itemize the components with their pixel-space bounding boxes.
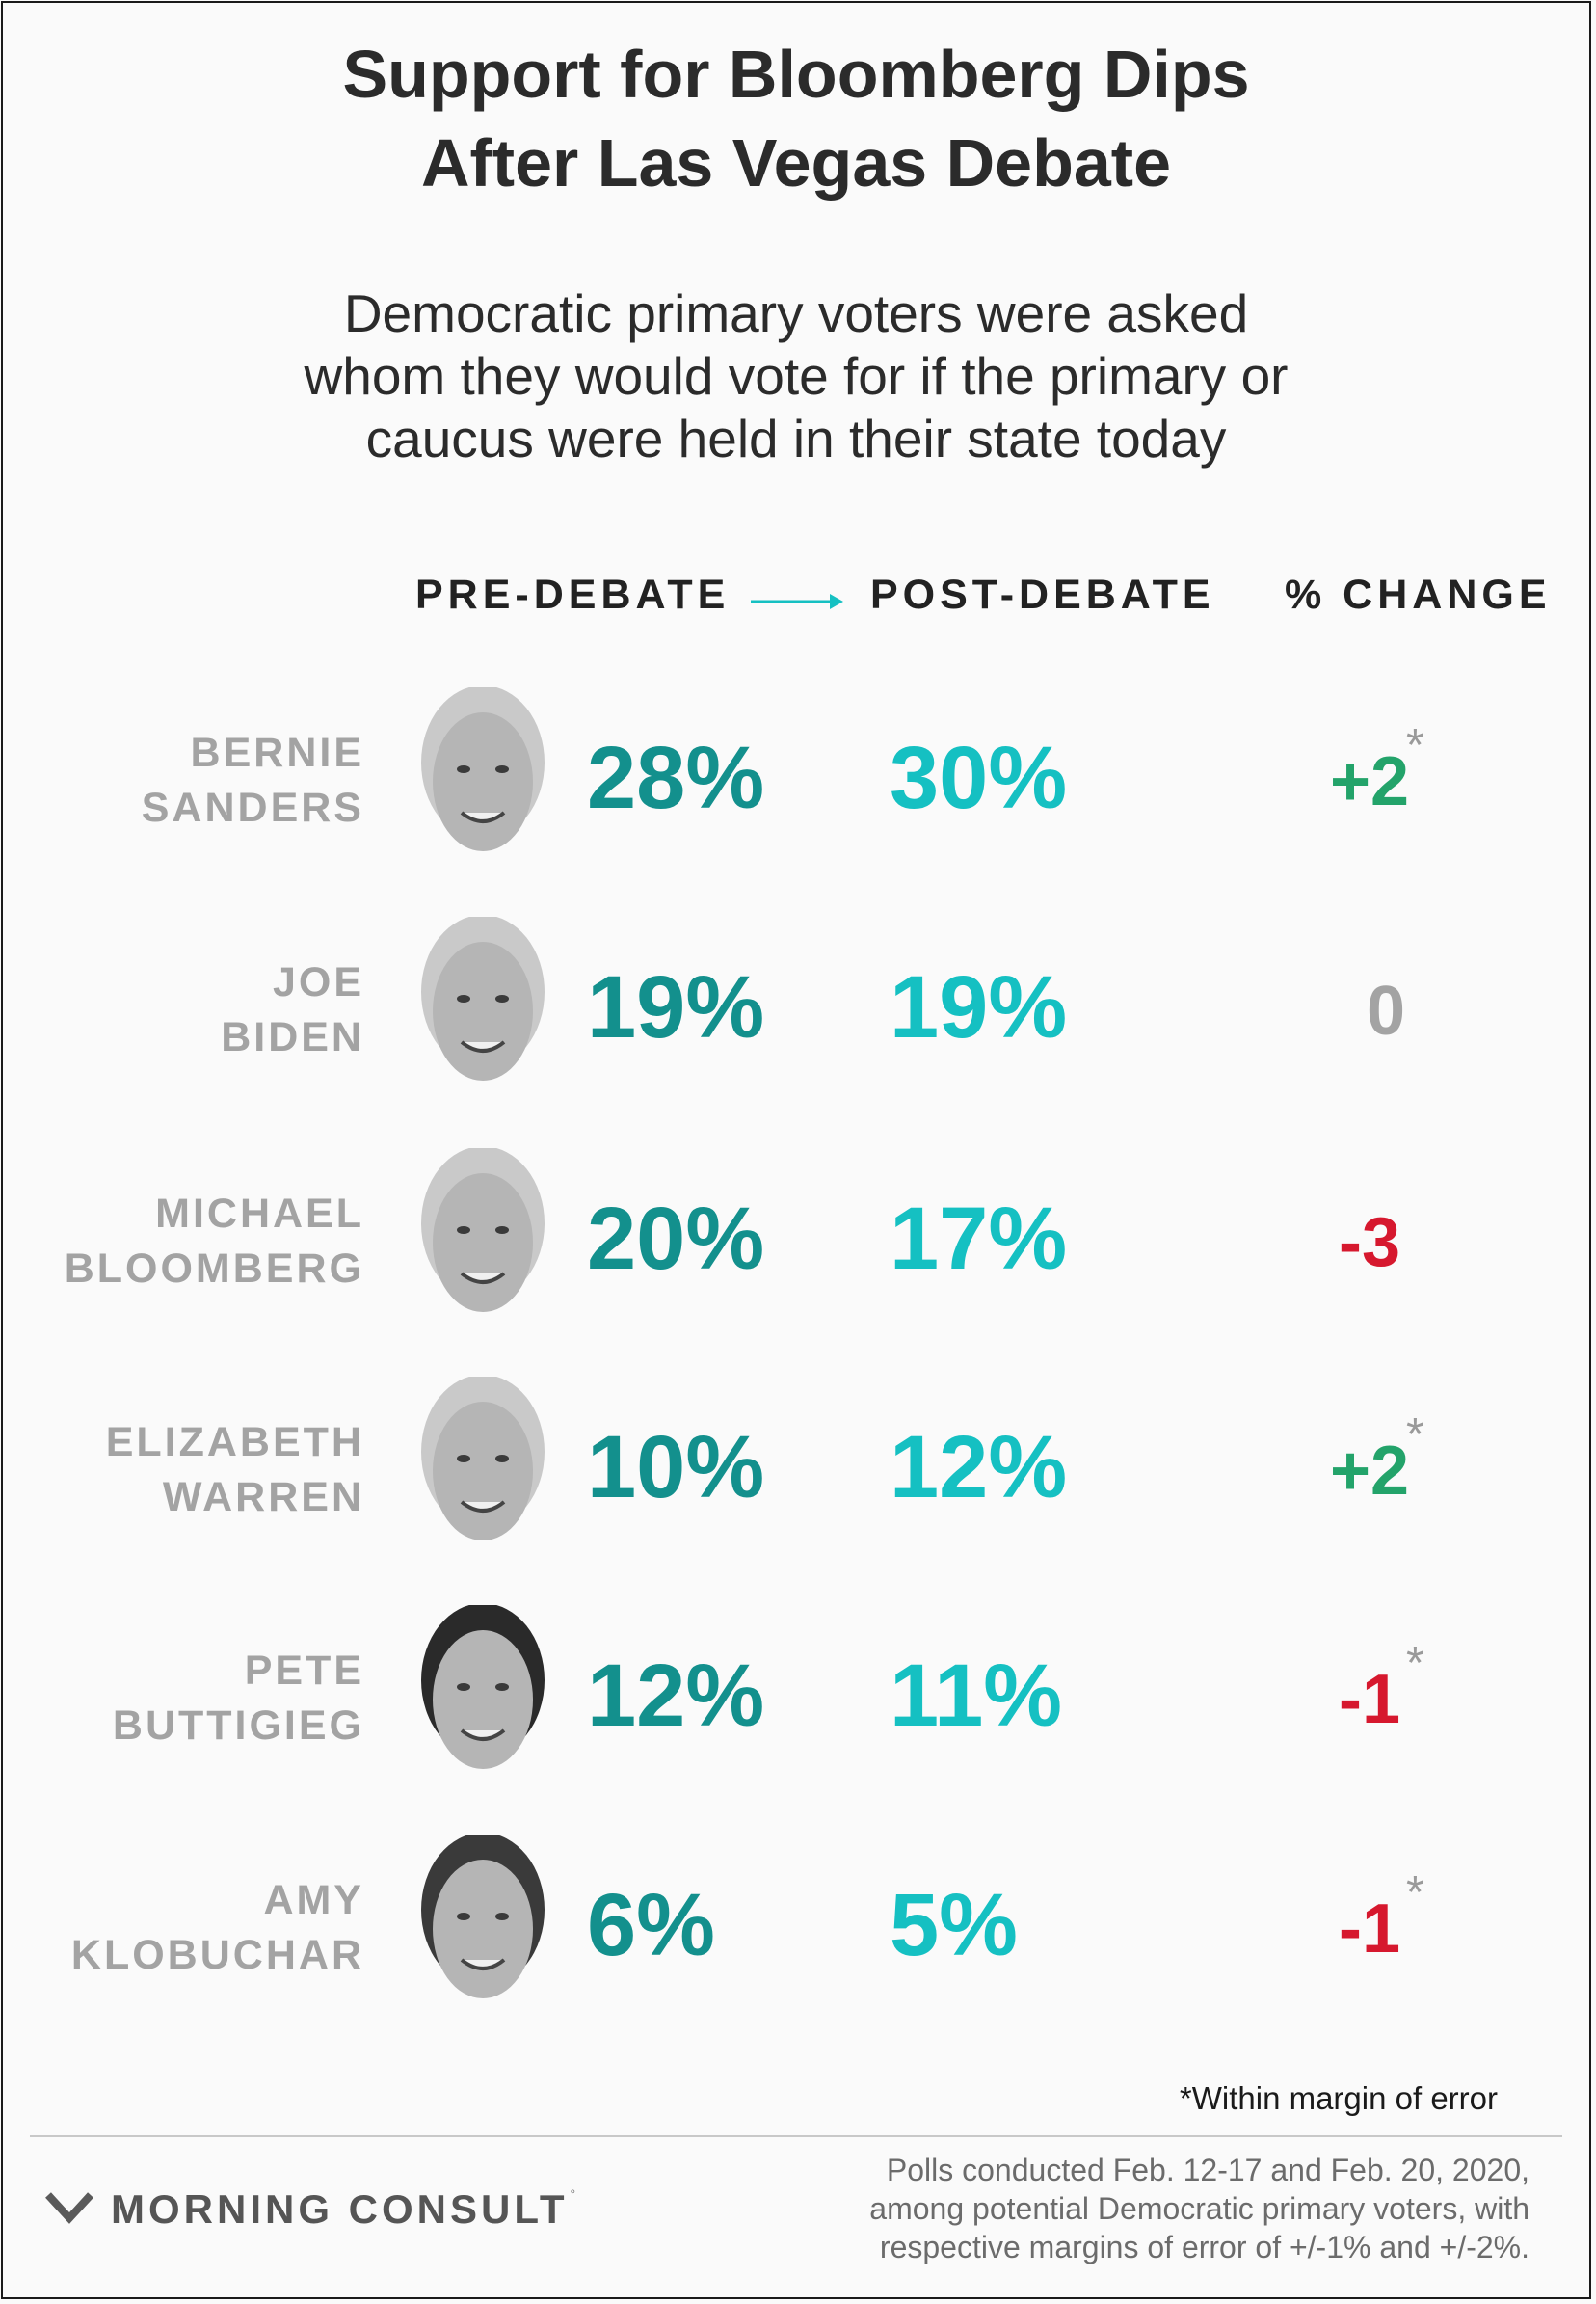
footer-divider (30, 2135, 1562, 2137)
morning-consult-logo: MORNING CONSULT ° (45, 2186, 575, 2233)
post-debate-value: 17% (890, 1190, 1068, 1288)
post-debate-value: 30% (890, 729, 1068, 827)
percent-change-value: -1 (1338, 1661, 1401, 1738)
percent-change-value: +2 (1329, 743, 1410, 820)
candidate-row: JOE BIDEN 19% 19% 0 (3, 917, 1593, 1090)
candidate-name: PETE BUTTIGIEG (113, 1644, 364, 1754)
source-line-2: among potential Democratic primary voter… (869, 2191, 1530, 2226)
pre-debate-value: 19% (587, 958, 765, 1057)
title-line-1: Support for Bloomberg Dips (342, 37, 1250, 112)
margin-of-error-marker: * (1406, 1638, 1424, 1689)
candidate-row: BERNIE SANDERS 28% 30% +2 * (3, 687, 1593, 861)
candidate-name-line: KLOBUCHAR (70, 1932, 364, 1978)
candidate-name-line: WARREN (162, 1474, 364, 1520)
candidate-portrait (421, 687, 545, 851)
subtitle-line-1: Democratic primary voters were asked (343, 283, 1249, 343)
candidate-name: JOE BIDEN (221, 955, 364, 1065)
candidate-portrait (421, 917, 545, 1081)
candidate-name-line: SANDERS (141, 785, 364, 831)
pre-debate-value: 10% (587, 1418, 765, 1516)
post-debate-value: 11% (890, 1647, 1063, 1745)
margin-of-error-marker: * (1406, 1409, 1424, 1460)
source-line-3: respective margins of error of +/-1% and… (879, 2230, 1530, 2264)
post-debate-value: 12% (890, 1418, 1068, 1516)
candidate-row: MICHAEL BLOOMBERG 20% 17% -3 (3, 1148, 1593, 1322)
header-percent-change: % CHANGE (1285, 572, 1552, 618)
candidate-row: PETE BUTTIGIEG 12% 11% -1 * (3, 1605, 1593, 1779)
percent-change-value: 0 (1366, 973, 1406, 1050)
footnote: *Within margin of error (1179, 2080, 1498, 2116)
candidate-name-line: BUTTIGIEG (112, 1702, 364, 1749)
candidate-name-line: BERNIE (190, 730, 364, 776)
candidate-portrait (421, 1148, 545, 1312)
page-title: Support for Bloomberg Dips After Las Veg… (3, 30, 1589, 207)
morning-consult-logo-icon (45, 2192, 93, 2224)
candidate-name-line: BIDEN (221, 1014, 364, 1060)
post-debate-value: 19% (890, 958, 1068, 1057)
candidate-name: AMY KLOBUCHAR (71, 1873, 364, 1983)
candidate-name-line: MICHAEL (155, 1191, 364, 1237)
source-line-1: Polls conducted Feb. 12-17 and Feb. 20, … (886, 2153, 1530, 2187)
candidate-portrait (421, 1605, 545, 1769)
title-line-2: After Las Vegas Debate (420, 125, 1172, 201)
pre-debate-value: 20% (587, 1190, 765, 1288)
percent-change-value: -3 (1338, 1204, 1401, 1281)
header-pre-debate: PRE-DEBATE (415, 572, 731, 618)
source-note: Polls conducted Feb. 12-17 and Feb. 20, … (869, 2151, 1530, 2266)
candidate-row: AMY KLOBUCHAR 6% 5% -1 * (3, 1835, 1593, 2008)
candidate-name-line: ELIZABETH (105, 1419, 364, 1465)
pre-debate-value: 6% (587, 1876, 715, 1974)
logo-text: MORNING CONSULT (111, 2186, 569, 2232)
arrow-right-icon (751, 594, 843, 609)
post-debate-value: 5% (890, 1876, 1018, 1974)
candidate-portrait (421, 1377, 545, 1540)
pre-debate-value: 28% (587, 729, 765, 827)
candidate-name-line: PETE (244, 1648, 364, 1694)
candidate-name-line: JOE (272, 959, 364, 1005)
candidate-portrait (421, 1835, 545, 1998)
percent-change-value: -1 (1338, 1890, 1401, 1968)
subtitle-line-3: caucus were held in their state today (365, 409, 1227, 469)
header-post-debate: POST-DEBATE (870, 572, 1215, 618)
subtitle: Democratic primary voters were asked who… (3, 282, 1589, 470)
candidate-name: ELIZABETH WARREN (106, 1415, 364, 1525)
candidate-name: MICHAEL BLOOMBERG (65, 1187, 364, 1297)
subtitle-line-2: whom they would vote for if the primary … (304, 346, 1289, 406)
candidate-name-line: AMY (263, 1877, 364, 1923)
margin-of-error-marker: * (1406, 720, 1424, 771)
candidate-row: ELIZABETH WARREN 10% 12% +2 * (3, 1377, 1593, 1550)
candidate-name-line: BLOOMBERG (64, 1246, 364, 1292)
percent-change-value: +2 (1329, 1433, 1410, 1510)
pre-debate-value: 12% (587, 1647, 765, 1745)
margin-of-error-marker: * (1406, 1867, 1424, 1918)
logo-trademark: ° (570, 2186, 576, 2202)
candidate-name: BERNIE SANDERS (142, 726, 364, 836)
